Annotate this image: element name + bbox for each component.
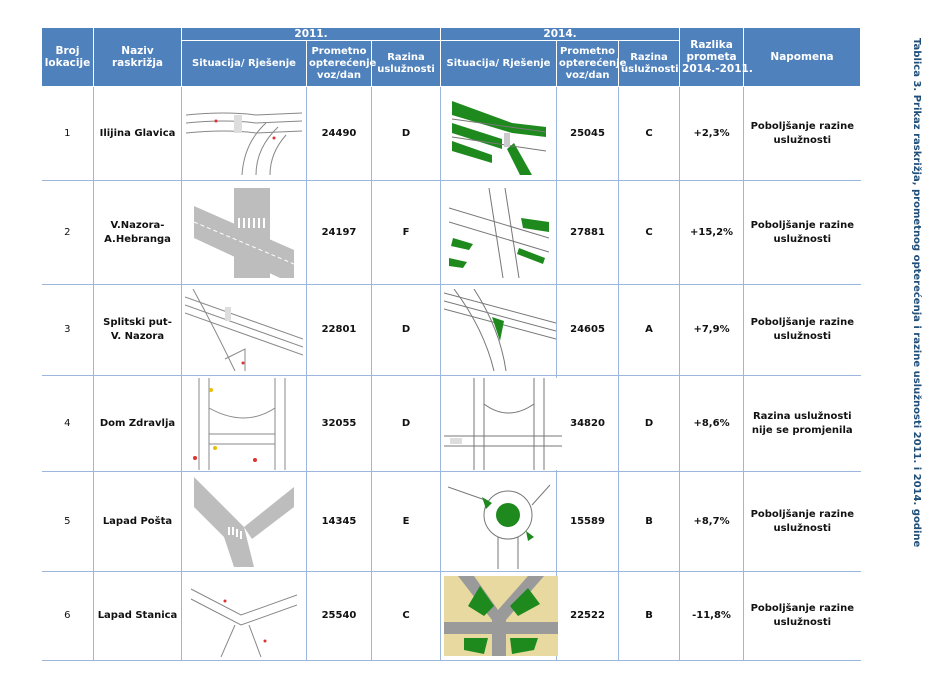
service-level-2011: C [370,571,441,661]
traffic-2011: 22801 [306,284,372,376]
location-number: 1 [41,86,94,181]
service-level-2014: C [618,180,680,285]
header-year-2014: 2014. [440,27,681,41]
traffic-2011: 14345 [306,471,372,572]
intersection-name: V.Nazora-A.Hebranga [93,180,182,285]
situation-image-2011 [181,284,307,376]
traffic-2011: 24197 [306,180,372,285]
note: Poboljšanje razine uslužnosti [743,571,861,661]
service-level-2014: C [618,86,680,181]
situation-image-2011 [181,375,307,472]
situation-image-2014 [440,375,563,472]
situation-image-2014 [440,180,557,285]
situation-image-2011 [181,86,307,181]
header-situacija-2011: Situacija/ Rješenje [181,40,307,87]
caption-text: Tablica 3. Prikaz raskrižja, prometnog o… [911,38,922,548]
service-level-2014: B [618,471,680,572]
table-row: 3 Splitski put- V. Nazora 22801 D [41,284,861,376]
situation-image-2014 [440,86,557,181]
situation-image-2014 [440,471,557,572]
note: Poboljšanje razine uslužnosti [743,180,861,285]
note: Poboljšanje razine uslužnosti [743,284,861,376]
traffic-difference: +2,3% [679,86,744,181]
traffic-2011: 32055 [306,375,372,472]
intersection-name: Dom Zdravlja [93,375,182,472]
header-razina-2011: Razina uslužnosti [370,40,442,87]
note: Poboljšanje razine uslužnosti [743,471,861,572]
situation-image-2014 [440,571,559,661]
header-razina-2014: Razina uslužnosti [618,40,681,87]
traffic-2014: 24605 [556,284,619,376]
traffic-2011: 24490 [306,86,372,181]
table-caption: Tablica 3. Prikaz raskrižja, prometnog o… [905,30,925,650]
location-number: 4 [41,375,94,472]
service-level-2014: D [618,375,680,472]
traffic-2014: 15589 [556,471,619,572]
header-promet-2014: Prometno opterećenje voz/dan [556,40,626,87]
location-number: 6 [41,571,94,661]
header-napomena: Napomena [743,27,862,87]
traffic-2014: 34820 [556,375,619,472]
header-year-2011: 2011. [180,27,442,41]
traffic-2011: 25540 [306,571,372,661]
traffic-table: Broj lokacije Naziv raskrižja 2011. 2014… [41,27,862,661]
header-promet-2011: Prometno opterećenje voz/dan [306,40,376,87]
note: Razina uslužnosti nije se promjenila [743,375,861,472]
traffic-difference: +8,6% [679,375,744,472]
traffic-difference: +8,7% [679,471,744,572]
intersection-name: Splitski put- V. Nazora [93,284,182,376]
location-number: 3 [41,284,94,376]
note: Poboljšanje razine uslužnosti [743,86,861,181]
traffic-difference: +7,9% [679,284,744,376]
situation-image-2011 [181,471,307,572]
service-level-2014: B [618,571,680,661]
service-level-2011: D [370,86,441,181]
traffic-2014: 27881 [556,180,619,285]
traffic-difference: -11,8% [679,571,744,661]
service-level-2011: F [370,180,441,285]
service-level-2011: E [370,471,441,572]
header-broj-lokacije: Broj lokacije [41,27,94,87]
traffic-2014: 25045 [556,86,619,181]
traffic-difference: +15,2% [679,180,744,285]
intersection-name: Lapad Stanica [93,571,182,661]
situation-image-2011 [181,180,307,285]
service-level-2011: D [370,375,441,472]
table-row: 5 Lapad Pošta 14345 E 15589 B [41,471,861,572]
table-row: 4 Dom Zdravlja 32055 D [41,375,861,472]
location-number: 5 [41,471,94,572]
table-row: 6 Lapad Stanica 25540 C [41,571,861,661]
header-naziv: Naziv raskrižja [93,27,182,87]
situation-image-2014 [440,284,557,376]
location-number: 2 [41,180,94,285]
service-level-2014: A [618,284,680,376]
intersection-name: Ilijina Glavica [93,86,182,181]
table-row: 2 V.Nazora-A.Hebranga 24197 F [41,180,861,285]
situation-image-2011 [181,571,307,661]
traffic-2014: 22522 [556,571,619,661]
intersection-name: Lapad Pošta [93,471,182,572]
header-razlika: Razlika prometa 2014.-2011. [679,27,753,87]
header-situacija-2014: Situacija/ Rješenje [440,40,558,87]
table-row: 1 Ilijina Glavica 24490 D [41,86,861,181]
service-level-2011: D [370,284,441,376]
